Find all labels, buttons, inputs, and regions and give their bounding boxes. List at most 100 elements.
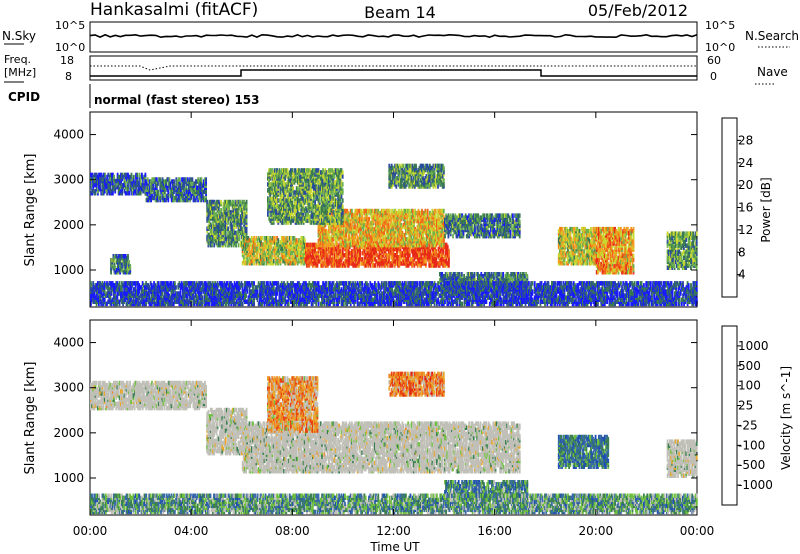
scatter-cell	[368, 216, 370, 222]
scatter-cell	[244, 242, 246, 247]
scatter-cell	[242, 244, 245, 249]
scatter-cell	[253, 240, 255, 245]
station-title: Hankasalmi (fitACF)	[90, 0, 258, 20]
scatter-cell	[216, 232, 219, 238]
scatter-cell	[213, 236, 216, 242]
freq-line	[90, 69, 697, 77]
scatter-cell	[292, 236, 295, 241]
scatter-cell	[301, 240, 304, 245]
scatter-cell	[272, 246, 275, 251]
freq-left-label-2: [MHz]	[4, 66, 36, 79]
scatter-cell	[246, 256, 249, 262]
scatter-cell	[138, 176, 141, 182]
scatter-cell	[416, 230, 419, 236]
scatter-cell	[197, 185, 199, 190]
scatter-cell	[331, 246, 334, 252]
scatter-cell	[351, 248, 353, 254]
scatter-cell	[347, 255, 350, 260]
scatter-cell	[128, 191, 131, 196]
scatter-cell	[127, 191, 129, 196]
scatter-cell	[207, 214, 210, 219]
scatter-cell	[183, 197, 186, 203]
scatter-cell	[245, 228, 248, 234]
scatter-cell	[221, 216, 224, 221]
scatter-cell	[191, 177, 194, 182]
noise-panel-frame	[89, 21, 698, 53]
scatter-cell	[265, 236, 268, 241]
scatter-cell	[93, 176, 96, 182]
scatter-cell	[166, 185, 169, 190]
scatter-cell	[159, 177, 162, 182]
scatter-cell	[190, 193, 193, 199]
scatter-cell	[94, 189, 97, 194]
scatter-cell	[332, 246, 335, 252]
scatter-cell	[345, 250, 348, 256]
scatter-cell	[184, 187, 187, 192]
scatter-cell	[226, 212, 228, 217]
scatter-cell	[188, 179, 190, 184]
scatter-cell	[339, 261, 342, 266]
scatter-cell	[320, 263, 322, 268]
scatter-cell	[134, 180, 136, 186]
scatter-cell	[176, 197, 179, 203]
scatter-cell	[386, 242, 389, 248]
scatter-cell	[201, 183, 204, 188]
scatter-cell	[128, 174, 131, 180]
scatter-cell	[130, 172, 133, 178]
scatter-cell	[301, 252, 304, 258]
scatter-cell	[239, 222, 242, 227]
scatter-cell	[106, 174, 108, 180]
scatter-cell	[326, 253, 329, 258]
scatter-cell	[219, 224, 221, 229]
scatter-cell	[386, 263, 389, 268]
scatter-cell	[246, 261, 249, 266]
scatter-cell	[246, 236, 249, 241]
scatter-cell	[149, 185, 151, 190]
scatter-cell	[150, 179, 152, 184]
scatter-cell	[123, 176, 126, 182]
scatter-cell	[295, 238, 298, 243]
scatter-cell	[232, 228, 235, 234]
scatter-cell	[237, 206, 240, 211]
scatter-cell	[125, 186, 128, 192]
scatter-cell	[294, 248, 297, 253]
scatter-cell	[318, 198, 321, 203]
scatter-cell	[442, 208, 445, 214]
scatter-cell	[260, 254, 262, 260]
scatter-cell	[244, 238, 246, 243]
scatter-cell	[151, 193, 154, 199]
scatter-cell	[205, 197, 207, 203]
scatter-cell	[448, 253, 450, 258]
scatter-cell	[155, 177, 158, 182]
scatter-cell	[295, 250, 298, 256]
scatter-cell	[146, 191, 149, 197]
scatter-cell	[182, 181, 185, 186]
scatter-cell	[212, 199, 214, 205]
scatter-cell	[217, 240, 220, 246]
scatter-cell	[338, 220, 341, 225]
scatter-cell	[269, 250, 272, 256]
scatter-cell	[146, 177, 149, 182]
scatter-cell	[184, 177, 187, 182]
scatter-cell	[205, 189, 207, 195]
scatter-cell	[169, 193, 172, 199]
scatter-cell	[326, 244, 329, 250]
scatter-cell	[238, 206, 241, 211]
scatter-cell	[341, 250, 344, 256]
scatter-cell	[241, 226, 243, 231]
scatter-cell	[237, 218, 240, 223]
scatter-cell	[208, 208, 211, 213]
scatter-cell	[351, 253, 353, 258]
scatter-cell	[336, 259, 338, 264]
scatter-cell	[250, 252, 253, 258]
scatter-cell	[265, 240, 268, 245]
scatter-cell	[199, 177, 202, 182]
scatter-cell	[229, 199, 232, 205]
scatter-cell	[343, 253, 345, 258]
scatter-cell	[98, 182, 100, 188]
scatter-cell	[231, 224, 234, 229]
scatter-cell	[307, 263, 310, 268]
scatter-cell	[137, 180, 140, 186]
scatter-cell	[273, 252, 276, 258]
